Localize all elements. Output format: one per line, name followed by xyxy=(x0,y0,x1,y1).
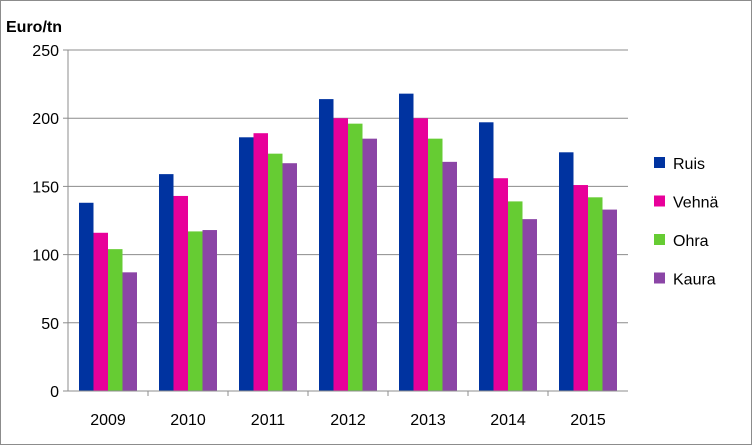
x-tick-label: 2009 xyxy=(90,412,126,429)
bar-2010-kaura xyxy=(202,230,217,391)
bar-2015-ruis xyxy=(559,152,574,391)
legend-swatch-vehnä xyxy=(654,195,665,207)
x-tick-label: 2011 xyxy=(251,412,286,429)
bar-2014-ohra xyxy=(508,201,523,391)
bar-2015-ohra xyxy=(588,197,603,391)
bar-2014-vehnä xyxy=(493,178,508,391)
y-tick-label: 150 xyxy=(32,179,59,196)
bar-2014-ruis xyxy=(479,122,494,392)
bar-2010-ruis xyxy=(159,174,174,391)
axes xyxy=(67,50,628,396)
x-tick-label: 2013 xyxy=(410,412,446,429)
legend-label-vehnä: Vehnä xyxy=(673,195,718,212)
bar-2010-ohra xyxy=(188,231,203,391)
x-tick-label: 2015 xyxy=(570,412,606,429)
bar-2014-kaura xyxy=(522,219,537,391)
bar-2011-vehnä xyxy=(253,133,268,392)
bar-2009-kaura xyxy=(122,272,137,391)
bar-2013-ohra xyxy=(428,138,443,391)
bar-2012-vehnä xyxy=(333,118,348,391)
x-tick-label: 2014 xyxy=(490,412,526,429)
y-tick-labels: 0 50 100 150 200 250 xyxy=(32,43,59,401)
x-tick-label: 2010 xyxy=(170,412,206,429)
y-tick-label: 250 xyxy=(32,43,59,60)
legend-label-kaura: Kaura xyxy=(673,272,716,289)
legend-swatch-ohra xyxy=(654,234,665,245)
bar-2009-ruis xyxy=(79,202,94,391)
x-tick-labels: 2009 2010 2011 2012 2013 2014 2015 xyxy=(90,412,606,429)
bar-2013-kaura xyxy=(442,161,457,391)
bar-2011-kaura xyxy=(282,163,297,391)
legend-swatch-ruis xyxy=(654,157,665,168)
bar-2013-ruis xyxy=(399,93,414,391)
bar-2010-vehnä xyxy=(173,195,188,391)
bar-2012-ruis xyxy=(319,99,334,391)
y-tick-label: 50 xyxy=(41,316,59,333)
bar-2013-vehnä xyxy=(413,118,428,391)
y-axis-label: Euro/tn xyxy=(6,19,62,36)
legend-label-ruis: Ruis xyxy=(673,156,705,173)
bar-2015-vehnä xyxy=(573,185,588,391)
y-tick-label: 0 xyxy=(50,384,59,401)
bar-2015-kaura xyxy=(602,209,617,391)
bar-2009-ohra xyxy=(108,249,123,391)
bar-2011-ohra xyxy=(268,153,283,391)
bar-2012-kaura xyxy=(362,138,377,391)
bars xyxy=(79,93,617,392)
x-tick-label: 2012 xyxy=(330,412,366,429)
bar-2012-ohra xyxy=(348,123,363,391)
legend: Ruis Vehnä Ohra Kaura xyxy=(654,156,718,289)
y-tick-label: 200 xyxy=(32,111,59,128)
legend-label-ohra: Ohra xyxy=(673,233,709,250)
y-tick-label: 100 xyxy=(32,248,59,265)
bar-2011-ruis xyxy=(239,137,254,391)
bar-2009-vehnä xyxy=(93,232,108,391)
legend-swatch-kaura xyxy=(654,272,665,284)
